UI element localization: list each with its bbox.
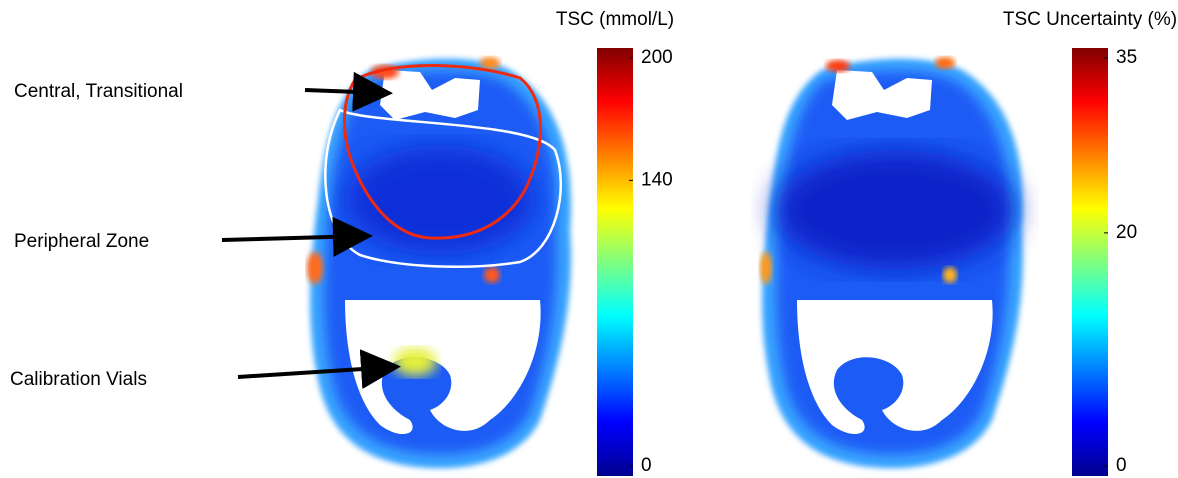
arrow: [237, 349, 401, 390]
colorbar-tick-label: 0: [641, 455, 652, 476]
annotation: Calibration Vials: [10, 369, 147, 390]
colorbar-tick-label: 140: [641, 169, 673, 190]
colorbars: TSC (mmol/L) 0 140 200 TSC Uncertainty (%) 0 2…: [556, 9, 1177, 476]
colorbar-tick-label: 200: [641, 47, 673, 68]
tsc-map: [307, 57, 571, 468]
colorbar-tick-label: 35: [1116, 47, 1137, 68]
colorbar-tick-label: 20: [1116, 222, 1137, 243]
colorbar: [1072, 48, 1108, 476]
colorbar: [597, 48, 633, 476]
uncertainty-map: [760, 57, 1023, 468]
arrow: [304, 71, 393, 112]
colorbar-tick-label: 0: [1116, 455, 1127, 476]
annotation: Central, Transitional: [14, 81, 183, 102]
annotation: Peripheral Zone: [14, 231, 149, 252]
arrow: [221, 216, 373, 257]
colorbar-title: TSC (mmol/L): [556, 9, 674, 30]
colorbar-title: TSC Uncertainty (%): [1003, 9, 1177, 30]
